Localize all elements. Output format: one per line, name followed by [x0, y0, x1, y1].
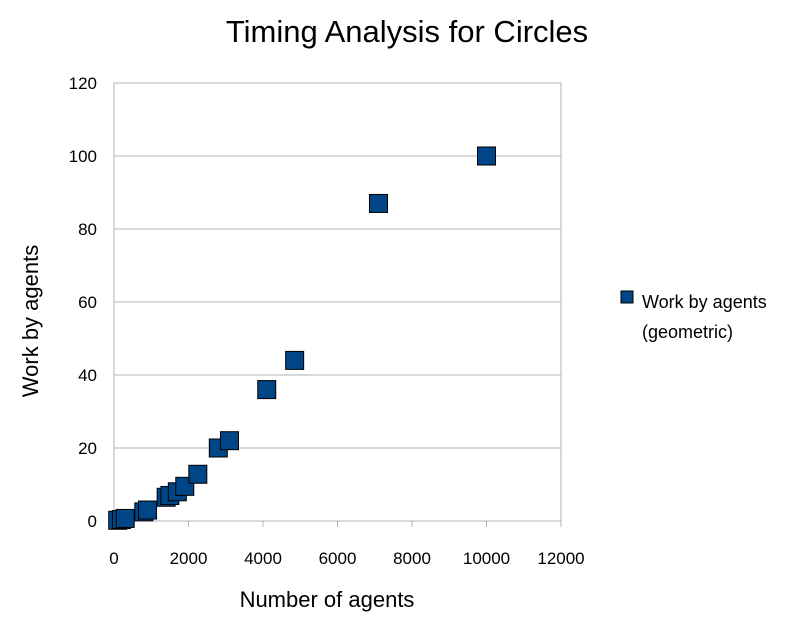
- y-tick-label: 40: [78, 366, 97, 385]
- legend-swatch-icon: [620, 290, 634, 304]
- legend: Work by agents (geometric): [620, 290, 767, 342]
- data-points: [108, 146, 496, 530]
- data-point: [477, 146, 496, 166]
- y-tick-label: 60: [78, 293, 97, 312]
- x-tick-label: 4000: [244, 549, 282, 568]
- y-tick-label: 20: [78, 439, 97, 458]
- data-point: [285, 350, 305, 370]
- data-point: [368, 193, 388, 213]
- x-tick-label: 2000: [170, 549, 208, 568]
- x-tick-label: 10000: [463, 549, 510, 568]
- data-point: [219, 431, 239, 451]
- data-point: [257, 380, 277, 400]
- x-tick-label: 8000: [393, 549, 431, 568]
- legend-label-line-1: Work by agents: [642, 292, 767, 312]
- data-point: [188, 464, 208, 484]
- y-axis-title: Work by agents: [18, 245, 43, 397]
- chart-title: Timing Analysis for Circles: [226, 14, 588, 49]
- x-tick-label: 6000: [319, 549, 357, 568]
- y-tick-label: 0: [88, 512, 97, 531]
- y-tick-label: 100: [69, 147, 97, 166]
- y-axis-ticks: 0 20 40 60 80 100 120: [69, 74, 97, 531]
- x-axis-title: Number of agents: [240, 587, 415, 612]
- y-tick-label: 80: [78, 220, 97, 239]
- data-point: [138, 500, 158, 520]
- y-tick-label: 120: [69, 74, 97, 93]
- x-tick-label: 0: [109, 549, 118, 568]
- x-axis-ticks: 0 2000 4000 6000 8000 10000 12000: [109, 521, 585, 568]
- legend-label-line-2: (geometric): [642, 322, 733, 342]
- data-point: [115, 508, 135, 528]
- x-tick-label: 12000: [537, 549, 584, 568]
